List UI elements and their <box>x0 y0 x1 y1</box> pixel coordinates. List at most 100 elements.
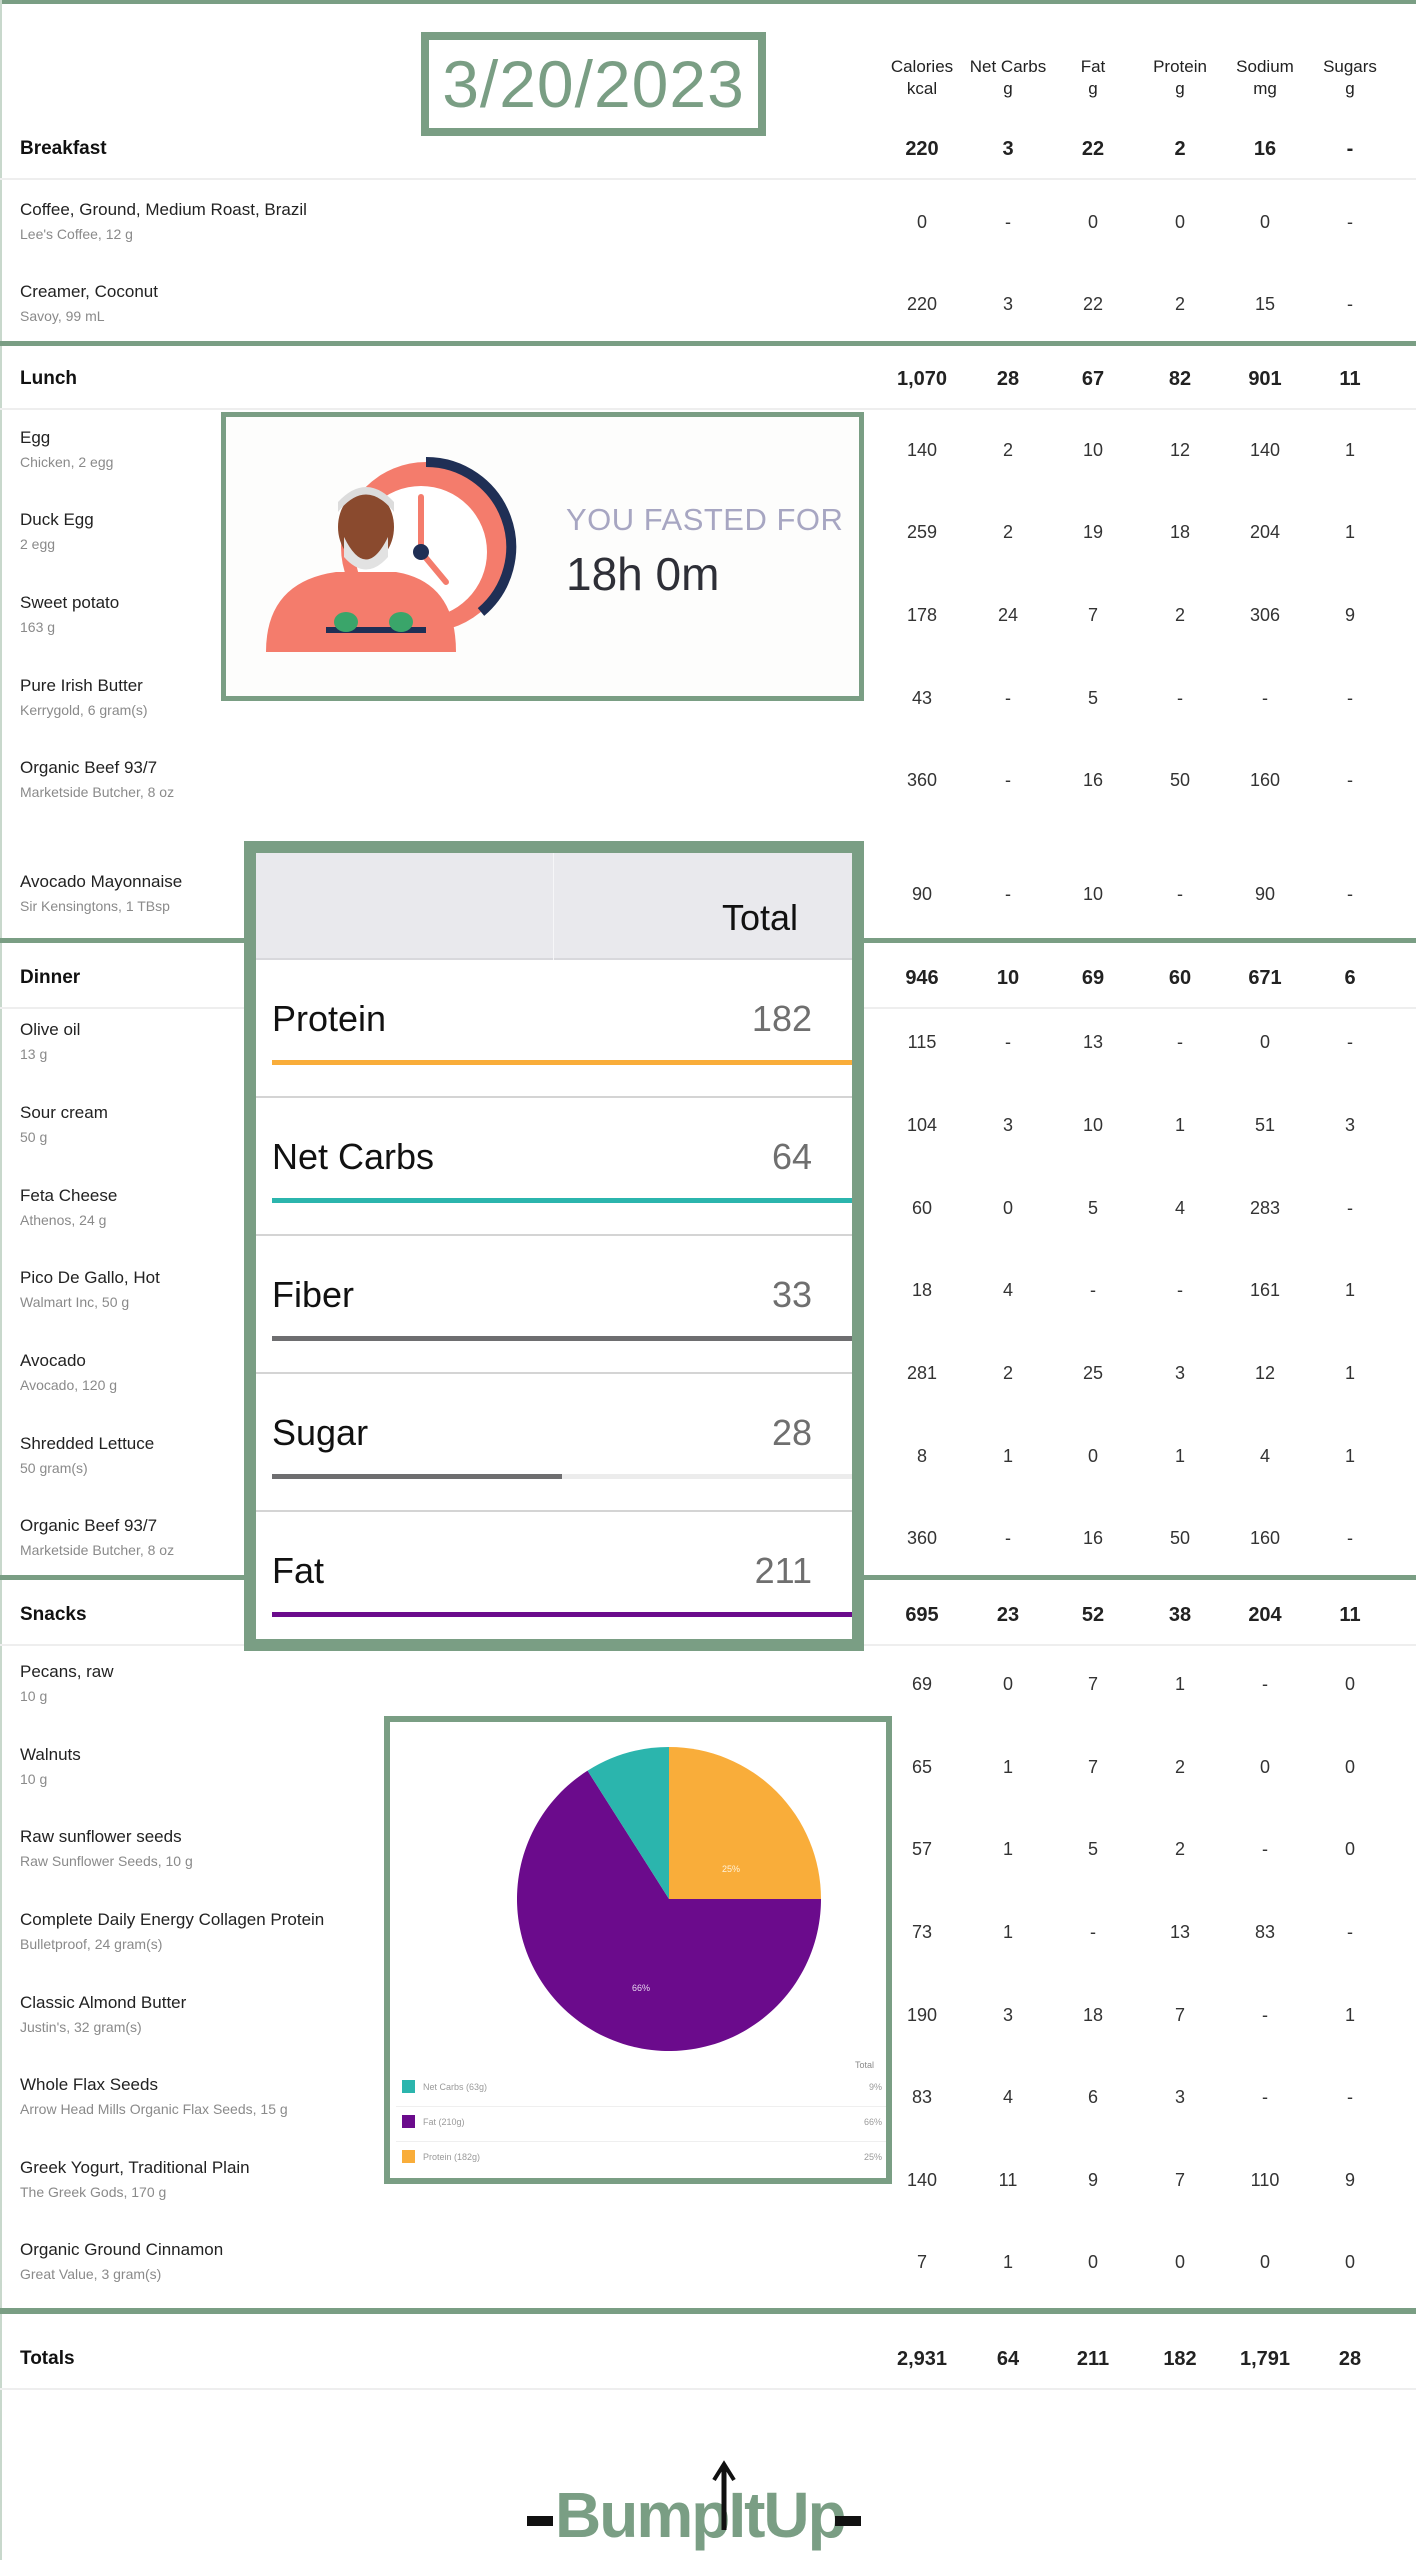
nutrient-value: 69 <box>911 1674 933 1694</box>
meal-header-lunch[interactable]: Lunch 1,070 28 67 82 901 11 <box>0 346 1416 410</box>
nutrient-value: 0 <box>1259 1757 1270 1777</box>
food-name: Avocado <box>20 1351 86 1370</box>
macro-label: Fiber <box>272 1274 355 1315</box>
food-detail: Sir Kensingtons, 1 TBsp <box>20 898 170 914</box>
column-headers: Calories kcal Net Carbs g Fat g Protein g So… <box>0 56 1416 106</box>
food-item-row[interactable]: Sweet potato 163 g 178 24 7 2 306 9 <box>0 583 1416 663</box>
nutrient-value: 0 <box>1002 1674 1013 1694</box>
legend-percent: 25% <box>863 2152 882 2162</box>
pie-slice <box>669 1747 821 1899</box>
food-item-row[interactable]: Complete Daily Energy Collagen Protein Bu… <box>0 1900 1416 1980</box>
nutrient-value: 4 <box>1259 1446 1270 1466</box>
food-item-row[interactable]: Avocado Avocado, 120 g 281 2 25 3 12 1 <box>0 1341 1416 1421</box>
nutrient-value: 7 <box>1087 1674 1098 1694</box>
food-item-row[interactable]: Coffee, Ground, Medium Roast, Brazil Lee'… <box>0 190 1416 270</box>
macro-progress-fill <box>272 1612 852 1617</box>
nutrient-value: 19 <box>1082 522 1104 542</box>
food-detail: Marketside Butcher, 8 oz <box>20 1542 175 1558</box>
nutrient-value: - <box>1005 770 1011 790</box>
meal-label: Breakfast <box>20 138 107 159</box>
meal-total-value: 1,070 <box>896 368 948 390</box>
legend-label: Protein (182g) <box>423 2152 481 2162</box>
food-item-row[interactable]: Organic Ground Cinnamon Great Value, 3 gr… <box>0 2230 1416 2310</box>
food-item-row[interactable]: Duck Egg 2 egg 259 2 19 18 204 1 <box>0 500 1416 580</box>
food-item-row[interactable]: Pure Irish Butter Kerrygold, 6 gram(s) 43 -… <box>0 666 1416 746</box>
up-arrow-icon <box>712 2460 736 2530</box>
food-name: Sour cream <box>20 1103 108 1122</box>
food-name: Organic Ground Cinnamon <box>20 2240 224 2259</box>
nutrient-value: 65 <box>911 1757 933 1777</box>
nutrient-value: 115 <box>907 1032 937 1052</box>
nutrient-value: 1 <box>1174 1446 1185 1466</box>
food-name: Duck Egg <box>20 510 94 529</box>
meal-total-value: 1,791 <box>1239 2348 1291 2370</box>
nutrient-value: 43 <box>911 688 933 708</box>
nutrient-value: - <box>1090 1280 1096 1300</box>
food-name: Egg <box>20 428 51 447</box>
nutrient-value: 7 <box>916 2252 927 2272</box>
food-item-row[interactable]: Feta Cheese Athenos, 24 g 60 0 5 4 283 - <box>0 1176 1416 1256</box>
nutrient-value: 161 <box>1249 1280 1281 1300</box>
food-item-row[interactable]: Sour cream 50 g 104 3 10 1 51 3 <box>0 1093 1416 1173</box>
nutrient-value: 12 <box>1254 1363 1276 1383</box>
food-item-row[interactable]: Egg Chicken, 2 egg 140 2 10 12 140 1 <box>0 418 1416 498</box>
macro-row-net-carbs: Net Carbs 64 <box>256 1098 852 1236</box>
meal-total-value: 38 <box>1168 1604 1192 1626</box>
nutrient-value: 1 <box>1002 1446 1013 1466</box>
meal-total-value: 10 <box>996 967 1020 989</box>
food-item-row[interactable]: Pecans, raw 10 g 69 0 7 1 - 0 <box>0 1652 1416 1732</box>
nutrient-value: 281 <box>906 1363 938 1383</box>
nutrient-value: 0 <box>1259 212 1270 232</box>
nutrient-value: 2 <box>1174 294 1185 314</box>
food-item-row[interactable]: Avocado Mayonnaise Sir Kensingtons, 1 TBs… <box>0 862 1416 942</box>
meal-total-value: - <box>1346 138 1354 160</box>
macro-row-sugar: Sugar 28 <box>256 1374 852 1512</box>
col-header-fat: Fat g <box>1080 57 1106 98</box>
food-item-row[interactable]: Greek Yogurt, Traditional Plain The Greek… <box>0 2148 1416 2228</box>
nutrient-value: 2 <box>1002 1363 1013 1383</box>
food-name: Feta Cheese <box>20 1186 118 1205</box>
food-item-row[interactable]: Organic Beef 93/7 Marketside Butcher, 8 o… <box>0 748 1416 828</box>
food-detail: Savoy, 99 mL <box>20 308 105 324</box>
nutrient-value: 5 <box>1087 1839 1098 1859</box>
macro-progress-fill <box>272 1336 852 1341</box>
nutrient-value: - <box>1347 884 1353 904</box>
nutrient-value: 1 <box>1344 522 1355 542</box>
meal-total-value: 16 <box>1253 138 1277 160</box>
food-item-row[interactable]: Walnuts 10 g 65 1 7 2 0 0 <box>0 1735 1416 1815</box>
nutrient-value: - <box>1262 2087 1268 2107</box>
nutrient-value: 0 <box>1259 1032 1270 1052</box>
nutrient-value: - <box>1347 688 1353 708</box>
meal-total-value: 695 <box>905 1604 939 1626</box>
nutrient-value: 2 <box>1002 440 1013 460</box>
macro-label: Protein <box>272 998 387 1039</box>
food-item-row[interactable]: Whole Flax Seeds Arrow Head Mills Organic… <box>0 2065 1416 2145</box>
food-item-row[interactable]: Pico De Gallo, Hot Walmart Inc, 50 g 18 4 - -… <box>0 1258 1416 1338</box>
meal-header-dinner[interactable]: Dinner 946 10 69 60 671 6 <box>0 945 1416 1009</box>
nutrient-value: 5 <box>1087 688 1098 708</box>
food-item-row[interactable]: Raw sunflower seeds Raw Sunflower Seeds, … <box>0 1817 1416 1897</box>
nutrient-value: 1 <box>1344 2005 1355 2025</box>
food-item-row[interactable]: Organic Beef 93/7 Marketside Butcher, 8 o… <box>0 1506 1416 1586</box>
nutrient-value: 7 <box>1087 1757 1098 1777</box>
pie-label-fat: 66% <box>632 1983 650 1993</box>
daily-totals-row[interactable]: Totals 2,931 64 211 182 1,791 28 <box>0 2326 1416 2390</box>
meal-header-breakfast[interactable]: Breakfast 220 3 22 2 16- <box>0 116 1416 180</box>
nutrient-value: - <box>1262 688 1268 708</box>
food-item-row[interactable]: Creamer, Coconut Savoy, 99 mL 220 3 22 2 15- <box>0 272 1416 352</box>
nutrient-value: 10 <box>1082 440 1104 460</box>
nutrient-value: 1 <box>1002 1839 1013 1859</box>
food-detail: 10 g <box>20 1771 48 1787</box>
nutrient-value: 2 <box>1002 522 1013 542</box>
nutrient-value: 90 <box>911 884 933 904</box>
food-item-row[interactable]: Shredded Lettuce 50 gram(s) 8 1 0 1 4 1 <box>0 1424 1416 1504</box>
nutrient-value: 1 <box>1344 440 1355 460</box>
meal-total-value: 60 <box>1168 967 1192 989</box>
macro-label: Fat <box>272 1550 325 1591</box>
food-item-row[interactable]: Classic Almond Butter Justin's, 32 gram(s… <box>0 1983 1416 2063</box>
legend-swatch <box>402 2080 415 2093</box>
food-item-row[interactable]: Olive oil 13 g 115 - 13 - 0 - <box>0 1010 1416 1090</box>
nutrient-value: 9 <box>1344 605 1355 625</box>
food-name: Organic Beef 93/7 <box>20 758 158 777</box>
fasting-duration: 18h 0m <box>566 548 720 600</box>
